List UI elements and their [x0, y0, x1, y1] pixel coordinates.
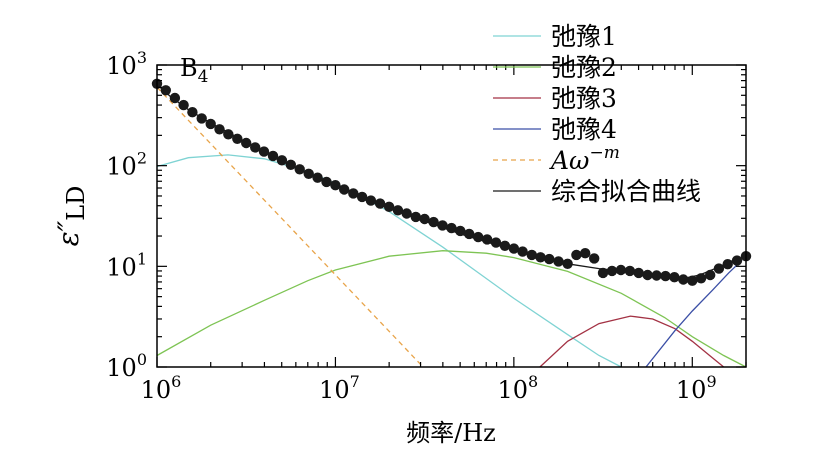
data-point — [160, 85, 171, 96]
data-point — [223, 129, 234, 140]
series-line-4 — [645, 259, 743, 368]
data-point — [642, 269, 653, 281]
data-point — [517, 246, 528, 257]
data-point — [285, 159, 296, 170]
y-tick-label: 102 — [106, 149, 147, 181]
data-point — [535, 252, 546, 263]
data-point — [303, 168, 314, 179]
data-point — [250, 142, 261, 153]
data-point — [678, 274, 689, 285]
data-point — [544, 253, 555, 265]
data-point — [365, 195, 377, 206]
x-tick-label: 106 — [141, 372, 182, 404]
legend-label-4: 弛豫4 — [551, 115, 617, 144]
data-point — [713, 263, 725, 274]
data-point — [356, 191, 368, 203]
panel-label-sub: 4 — [198, 67, 209, 87]
data-point — [571, 249, 582, 261]
data-point — [294, 164, 305, 175]
data-point — [562, 258, 573, 269]
legend-label-1: 弛豫1 — [551, 22, 617, 51]
data-point — [705, 269, 716, 281]
data-point — [553, 256, 564, 267]
x-tick-label: 108 — [497, 372, 538, 404]
data-point — [321, 176, 332, 188]
data-point — [695, 273, 707, 284]
data-point — [267, 150, 279, 162]
data-point — [589, 253, 600, 264]
data-point — [178, 99, 189, 111]
data-point — [232, 133, 243, 144]
data-point — [615, 264, 627, 276]
series-line-5 — [156, 86, 424, 368]
data-point — [276, 155, 288, 166]
y-tick-label: 101 — [106, 249, 147, 281]
data-points-layer — [151, 78, 752, 286]
data-point — [481, 234, 493, 245]
data-point — [722, 259, 733, 270]
data-point — [455, 225, 466, 237]
data-point — [348, 188, 359, 199]
data-point — [446, 222, 457, 234]
data-point — [241, 137, 252, 149]
data-point — [651, 270, 662, 281]
data-point — [597, 267, 609, 279]
series-line-3 — [539, 315, 725, 368]
data-point — [687, 275, 698, 286]
data-point — [339, 184, 350, 195]
y-axis-label: ε″LD — [52, 186, 90, 247]
data-point — [214, 124, 225, 135]
data-point — [374, 198, 386, 209]
data-point — [169, 92, 181, 104]
legend-label-3: 弛豫3 — [551, 84, 617, 113]
data-point — [419, 213, 430, 225]
axis-ticks-layer — [156, 64, 747, 368]
tick-labels-layer: 106 107 108 109 100 101 102 103 — [106, 48, 716, 404]
data-point — [464, 228, 475, 240]
plot-frame — [156, 64, 747, 368]
data-point — [187, 107, 198, 118]
x-tick-label: 109 — [676, 372, 717, 404]
data-point — [508, 243, 520, 254]
data-point — [428, 216, 439, 228]
data-point — [633, 267, 644, 279]
data-point — [401, 208, 412, 219]
data-point — [312, 172, 323, 183]
data-point — [660, 270, 671, 282]
legend-label-2: 弛豫2 — [551, 53, 617, 82]
data-point — [410, 211, 421, 223]
data-point — [205, 118, 216, 130]
panel-label: B4 — [180, 54, 208, 87]
data-point — [258, 146, 270, 157]
data-point — [526, 249, 537, 261]
data-point — [473, 231, 484, 243]
y-tick-label: 100 — [106, 350, 147, 382]
data-point — [196, 113, 207, 124]
data-point — [731, 255, 743, 266]
data-point — [580, 248, 591, 259]
data-point — [606, 265, 618, 277]
data-point — [669, 272, 680, 283]
legend-label-6: 综合拟合曲线 — [551, 177, 701, 206]
data-point — [490, 237, 502, 248]
legend-label-5: Aω−m — [549, 143, 620, 175]
data-point — [383, 201, 395, 212]
data-point — [624, 265, 636, 277]
y-tick-label: 103 — [106, 48, 147, 80]
series-line-2 — [156, 250, 747, 368]
y-axis-label-sub: LD — [62, 186, 90, 221]
x-tick-label: 107 — [319, 372, 360, 404]
data-point — [437, 220, 448, 231]
data-point — [499, 240, 511, 251]
data-point — [330, 180, 341, 191]
data-point — [392, 205, 404, 216]
x-axis-label: 频率/Hz — [406, 419, 496, 447]
